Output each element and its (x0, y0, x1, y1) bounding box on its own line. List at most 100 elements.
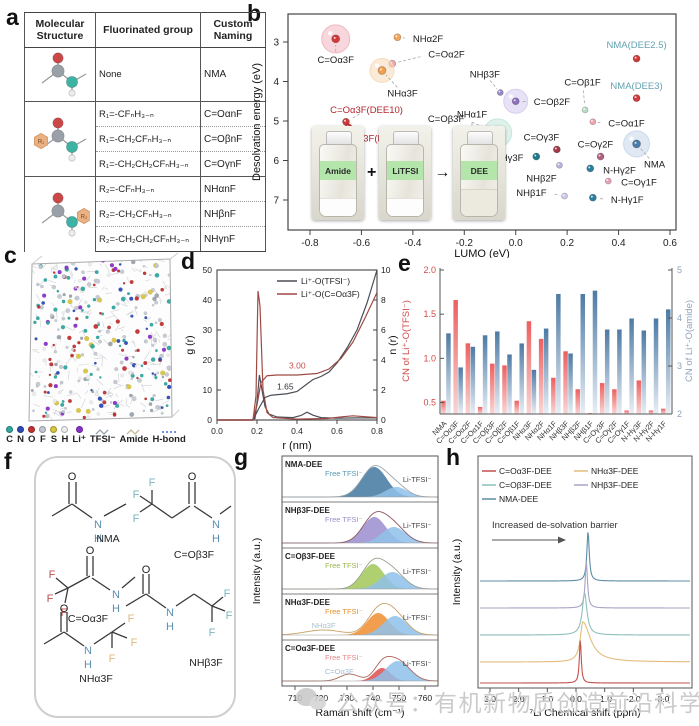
left-tick-label: 20 (203, 355, 213, 365)
atom-dot (86, 415, 91, 420)
atom-dot (54, 318, 58, 323)
atom-dot (58, 411, 62, 415)
right-tick-label: 6 (381, 325, 386, 335)
atom-dot (102, 400, 107, 405)
point-highlight (343, 119, 346, 122)
atom-dot (134, 306, 138, 310)
bond (145, 593, 167, 609)
legend-symbol: H-bond (152, 434, 186, 445)
atom-dot (42, 358, 47, 363)
molecular-structure-cell: R₁ (24, 101, 96, 177)
atom-dot (154, 293, 160, 298)
bond (175, 593, 195, 607)
atom-label: F (128, 613, 135, 625)
bar-amide (519, 343, 524, 414)
molecule-name: NHα3F (79, 673, 113, 685)
legend-label: C=Oα3F-DEE (499, 466, 552, 476)
atom-dot (59, 380, 64, 385)
atom-label: O (86, 545, 95, 557)
bar-tfsi (514, 400, 519, 414)
atom-dot (93, 361, 97, 365)
bond-stick (107, 411, 117, 414)
bond-stick (67, 392, 78, 397)
atom-dot (148, 402, 153, 406)
bond-stick (48, 280, 57, 284)
atom-dot (161, 347, 167, 352)
atom-dot (165, 404, 169, 408)
panel-label-f: f (4, 448, 12, 474)
label-leader-line (397, 56, 421, 63)
data-point (511, 97, 520, 106)
atom-dot (67, 299, 73, 305)
r-group-label: R₂ (81, 214, 88, 220)
legend-dot (61, 426, 69, 433)
right-tick-label: 2 (381, 385, 386, 395)
bond-stick (162, 280, 168, 289)
legend-dot (50, 426, 58, 433)
atom-dot (92, 297, 97, 302)
x-tick-label: 750 (392, 693, 406, 703)
nmr-trace (480, 592, 690, 636)
bond (103, 503, 127, 517)
bond-stick (118, 399, 123, 404)
atoms-group (29, 259, 172, 421)
atom-dot (132, 355, 135, 359)
atom-dot (43, 385, 47, 388)
spectrum-name: NHα3F-DEE (285, 598, 331, 607)
atom-dot (136, 376, 139, 380)
rdf-plot-svg: 0 10 20 30 40 50 0 2 4 6 8 10 0.0 0.2 0.4 0.6 0.8 r (nm) g… (184, 265, 399, 452)
atom-dot (115, 403, 120, 408)
data-point-label: C=Oγ2F (578, 140, 614, 151)
atom-label: N (94, 519, 102, 531)
atom-dot (86, 282, 92, 287)
atom-dot (65, 308, 71, 314)
liquid (461, 189, 498, 216)
x-tick-label: -2.0 (626, 694, 641, 704)
free-tfsi-peak (282, 517, 438, 543)
data-point (561, 192, 568, 200)
y-tick-label: 3 (273, 38, 279, 49)
panel-label-c: c (4, 242, 17, 268)
nmr-trace (480, 621, 690, 663)
legend-symbol: O (28, 434, 36, 445)
atom-ball (66, 76, 78, 88)
atom-dot (91, 407, 95, 411)
atom-dot (154, 321, 158, 325)
atom-dot (41, 301, 46, 305)
bond-stick (118, 373, 120, 382)
atom-dot (152, 337, 158, 342)
legend-symbol: C (6, 434, 13, 445)
plot-frame (287, 13, 677, 231)
data-point (632, 54, 641, 63)
legend-label: C=Oβ3F-DEE (499, 480, 552, 490)
bond-stick (78, 363, 89, 366)
atom-dot (112, 400, 118, 406)
bar-amide (604, 329, 610, 414)
x-tick-label: 760 (418, 693, 432, 703)
point-highlight (598, 154, 601, 157)
atom-dot (129, 279, 134, 285)
vial-photo-dee: DEE (453, 126, 506, 220)
bond (219, 505, 232, 515)
litfsi-vial-label: LiTFSI (387, 161, 424, 180)
bar-tfsi (612, 389, 617, 414)
data-point-label: NHβ1F (516, 188, 546, 199)
panel-label-d: d (181, 248, 196, 274)
atom-dot (142, 271, 147, 276)
legend-item-Li⁺: Li⁺ (72, 426, 86, 445)
bond-stick (155, 398, 164, 402)
legend-symbol: F (39, 434, 46, 445)
atom-dot (114, 367, 119, 372)
right-tick-label: 4 (381, 355, 386, 365)
annotation: Increased de-solvation barrier (492, 520, 618, 531)
mini-molecule-plain (41, 52, 87, 97)
cn-bar-chart-svg: NMAC=Oα3FC=Oα2FC=Oα1FC=Oβ3FC=Oβ2FC=Oβ1FN… (401, 265, 695, 446)
atom-dot (94, 392, 99, 397)
bond (111, 622, 126, 633)
li-tfsi-label: Li-TFSI⁻ (403, 659, 432, 668)
atom-dot (57, 294, 62, 299)
atom-dot (123, 341, 129, 346)
atom-label: F (224, 588, 231, 600)
